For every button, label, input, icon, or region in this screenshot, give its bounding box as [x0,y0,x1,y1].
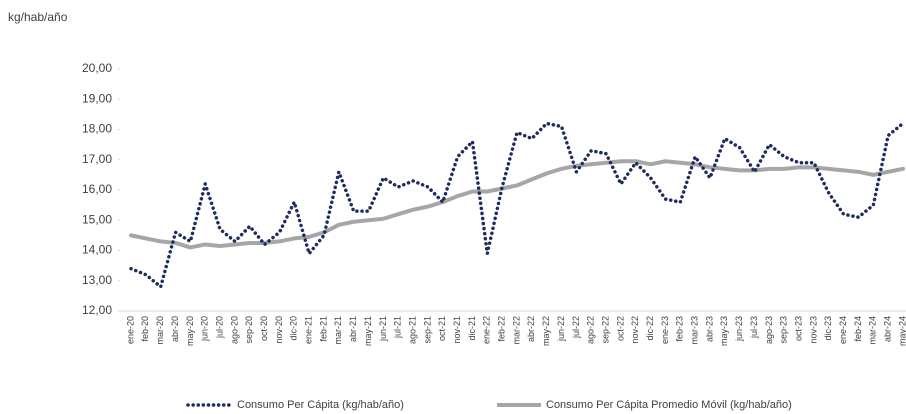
y-tick-label: 15,00 [82,212,112,226]
x-tick-label: jun-20 [200,316,210,342]
x-tick-label: oct-21 [437,316,447,341]
x-tick-label: mar-23 [690,316,700,345]
series-line [129,159,905,250]
x-tick-label: ago-21 [407,316,417,344]
x-tick-label: feb-20 [140,316,150,342]
x-tick-label: dic-22 [645,316,655,341]
x-tick-label: feb-22 [497,316,507,342]
y-tick-label: 16,00 [82,182,112,196]
x-tick-label: jun-23 [734,316,744,342]
x-tick-label: feb-24 [853,316,863,342]
x-tick-label: nov-20 [274,316,284,344]
x-tick-label: ene-22 [482,316,492,344]
x-tick-label: ago-23 [764,316,774,344]
x-tick-label: mar-21 [333,316,343,345]
x-tick-label: ene-20 [125,316,135,344]
x-tick-label: may-23 [719,316,729,346]
y-axis-label: kg/hab/año [8,10,68,24]
x-tick-label: nov-22 [630,316,640,344]
x-tick-label: ago-22 [586,316,596,344]
y-tick-label: 20,00 [82,61,112,75]
x-tick-label: may-21 [363,316,373,346]
x-tick-label: feb-23 [675,316,685,342]
series-line [129,121,905,289]
x-tick-label: abr-23 [704,316,714,342]
x-tick-label: sep-23 [779,316,789,344]
x-tick-label: sep-22 [600,316,610,344]
y-tick-label: 13,00 [82,273,112,287]
x-tick-label: ago-20 [229,316,239,344]
x-tick-label: mar-24 [868,316,878,345]
x-tick-label: ene-21 [304,316,314,344]
y-tick-label: 17,00 [82,152,112,166]
x-tick-label: abr-24 [883,316,893,342]
x-tick-label: jun-22 [556,316,566,342]
x-tick-label: oct-23 [793,316,803,341]
x-tick-label: sep-20 [244,316,254,344]
y-tick-label: 19,00 [82,91,112,105]
x-tick-label: oct-20 [259,316,269,341]
x-tick-label: oct-22 [615,316,625,341]
x-tick-label: jul-23 [749,316,759,339]
x-tick-label: jul-22 [571,316,581,339]
y-tick-label: 14,00 [82,243,112,257]
y-tick-label: 12,00 [82,303,112,317]
legend-label: Consumo Per Cápita Promedio Móvil (kg/ha… [546,399,792,411]
x-tick-label: nov-23 [808,316,818,344]
x-tick-label: may-24 [897,316,906,346]
x-tick-label: may-20 [185,316,195,346]
x-tick-label: dic-21 [467,316,477,341]
x-tick-label: nov-21 [452,316,462,344]
x-tick-label: feb-21 [318,316,328,342]
x-tick-label: abr-21 [348,316,358,342]
x-tick-label: jun-21 [378,316,388,342]
x-tick-label: may-22 [541,316,551,346]
x-tick-label: mar-22 [511,316,521,345]
x-tick-label: jul-20 [214,316,224,339]
x-tick-label: abr-20 [170,316,180,342]
x-tick-label: ene-24 [838,316,848,344]
legend-label: Consumo Per Cápita (kg/hab/año) [237,399,404,411]
x-tick-label: mar-20 [155,316,165,345]
x-tick-label: sep-21 [422,316,432,344]
y-tick-label: 18,00 [82,122,112,136]
x-tick-label: ene-23 [660,316,670,344]
x-tick-label: abr-22 [526,316,536,342]
x-tick-label: dic-20 [289,316,299,341]
x-tick-label: dic-23 [823,316,833,341]
x-tick-label: jul-21 [393,316,403,339]
